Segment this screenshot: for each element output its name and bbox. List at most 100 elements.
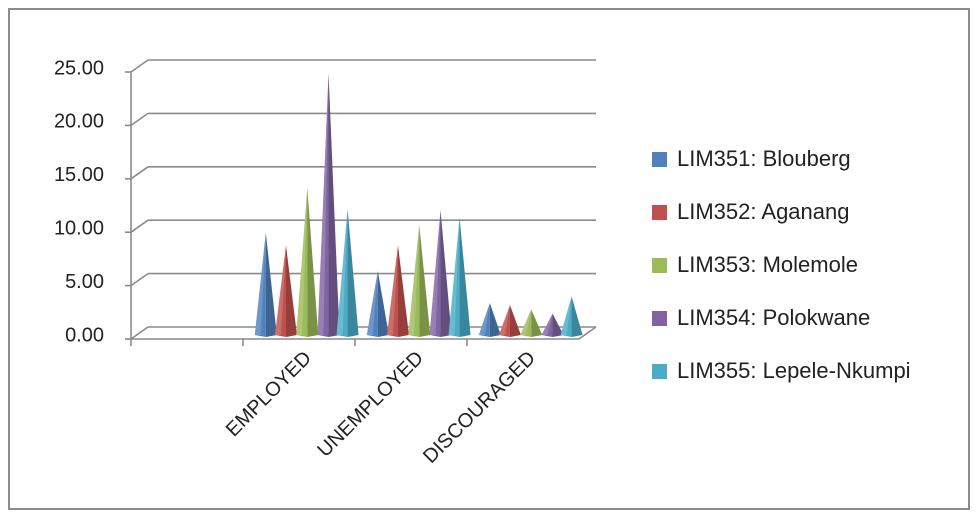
cone-highlight bbox=[408, 224, 420, 335]
cone-highlight bbox=[448, 217, 460, 335]
legend-label: LIM355: Lepele-Nkumpi bbox=[677, 358, 911, 383]
cone-face-dark bbox=[531, 309, 543, 337]
cone-2-4 bbox=[560, 296, 583, 337]
cone-highlight bbox=[541, 313, 553, 335]
cone-face-light bbox=[560, 296, 572, 337]
legend-item: LIM354: Polokwane bbox=[652, 305, 870, 330]
cone-highlight bbox=[366, 270, 378, 335]
cone-highlight bbox=[520, 309, 532, 335]
cone-shade bbox=[265, 232, 277, 337]
cone-shade bbox=[397, 245, 409, 337]
cone-face-light bbox=[386, 245, 398, 337]
cone-face-dark bbox=[440, 210, 452, 337]
cone-face-light bbox=[408, 224, 420, 337]
plot-area bbox=[254, 73, 583, 337]
x-category-label: EMPLOYED bbox=[222, 347, 316, 441]
legend-item: LIM352: Aganang bbox=[652, 199, 849, 224]
cone-face-dark bbox=[397, 245, 409, 337]
legend-label: LIM354: Polokwane bbox=[677, 305, 870, 330]
cone-face-dark bbox=[489, 302, 501, 337]
gridline-depth bbox=[130, 112, 149, 127]
x-category-label: UNEMPLOYED bbox=[313, 347, 428, 462]
cone-face-light bbox=[478, 302, 490, 337]
cone-shade bbox=[377, 270, 389, 337]
legend-item: LIM355: Lepele-Nkumpi bbox=[652, 358, 911, 383]
cone-shade bbox=[419, 224, 431, 337]
cone-highlight bbox=[560, 296, 572, 335]
cone-face-light bbox=[448, 217, 460, 337]
cone-face-light bbox=[274, 245, 286, 337]
cone-face-light bbox=[254, 232, 266, 337]
legend-item: LIM353: Molemole bbox=[652, 252, 858, 277]
cone-face-light bbox=[541, 313, 553, 337]
gridline-depth bbox=[130, 219, 149, 233]
cone-face-dark bbox=[509, 305, 521, 337]
cone-highlight bbox=[478, 302, 490, 335]
cone-shade bbox=[328, 73, 340, 337]
y-tick-label: 5.00 bbox=[65, 271, 104, 293]
cone-shade bbox=[347, 208, 359, 337]
cone-shade bbox=[285, 245, 297, 337]
cone-face-light bbox=[366, 270, 378, 337]
cone-highlight bbox=[336, 208, 348, 335]
cone-0-4 bbox=[336, 208, 359, 337]
y-tick-label: 20.00 bbox=[54, 111, 104, 133]
cone-face-dark bbox=[377, 270, 389, 337]
cone-1-4 bbox=[448, 217, 471, 337]
cone-face-dark bbox=[552, 313, 564, 337]
y-axis-ticks: 0.00 5.00 10.00 15.00 20.00 25.00 bbox=[54, 57, 104, 346]
y-tick-label: 15.00 bbox=[54, 164, 104, 186]
legend: LIM351: Blouberg LIM352: Aganang LIM353: M… bbox=[652, 146, 911, 383]
cone-0-2 bbox=[296, 187, 319, 337]
cone-face-light bbox=[336, 208, 348, 337]
cone-1-3 bbox=[429, 210, 452, 337]
legend-item: LIM351: Blouberg bbox=[652, 146, 851, 171]
chart-frame bbox=[8, 8, 970, 510]
cone-face-light bbox=[498, 305, 510, 337]
y-tick-label: 0.00 bbox=[65, 324, 104, 346]
legend-swatch bbox=[652, 364, 667, 379]
cone-face-dark bbox=[571, 296, 583, 337]
cone-face-dark bbox=[328, 73, 340, 337]
cone-face-dark bbox=[265, 232, 277, 337]
cone-1-2 bbox=[408, 224, 431, 337]
cone-highlight bbox=[254, 232, 266, 335]
cone-face-dark bbox=[347, 208, 359, 337]
legend-swatch bbox=[652, 152, 667, 167]
grid-layer bbox=[125, 59, 597, 346]
cone-shade bbox=[307, 187, 319, 337]
legend-swatch bbox=[652, 311, 667, 326]
cone-face-dark bbox=[419, 224, 431, 337]
cone-shade bbox=[552, 313, 564, 337]
cone-face-light bbox=[520, 309, 532, 337]
cone-0-1 bbox=[274, 245, 297, 337]
cone-0-3 bbox=[317, 73, 340, 337]
cone-face-light bbox=[296, 187, 308, 337]
x-category-label: DISCOURAGED bbox=[419, 347, 540, 468]
legend-swatch bbox=[652, 205, 667, 220]
legend-label: LIM353: Molemole bbox=[677, 252, 858, 277]
y-tick-label: 25.00 bbox=[54, 57, 104, 79]
cone-shade bbox=[531, 309, 543, 337]
cone-face-dark bbox=[307, 187, 319, 337]
gridline-depth bbox=[130, 272, 149, 287]
cone-face-dark bbox=[459, 217, 471, 337]
cone-1-1 bbox=[386, 245, 409, 337]
cone-face-light bbox=[317, 73, 329, 337]
legend-label: LIM351: Blouberg bbox=[677, 146, 851, 171]
cone-shade bbox=[489, 302, 501, 337]
cone-highlight bbox=[274, 245, 286, 335]
cone-face-dark bbox=[285, 245, 297, 337]
y-tick-label: 10.00 bbox=[54, 217, 104, 239]
floor-right-edge bbox=[578, 326, 597, 340]
cone-highlight bbox=[498, 305, 510, 335]
cone-2-1 bbox=[498, 305, 521, 337]
cone-shade bbox=[440, 210, 452, 337]
cone-shade bbox=[509, 305, 521, 337]
cone-2-3 bbox=[541, 313, 564, 337]
cone-0-0 bbox=[254, 232, 277, 337]
cone-2-2 bbox=[520, 309, 543, 337]
cone-shade bbox=[459, 217, 471, 337]
